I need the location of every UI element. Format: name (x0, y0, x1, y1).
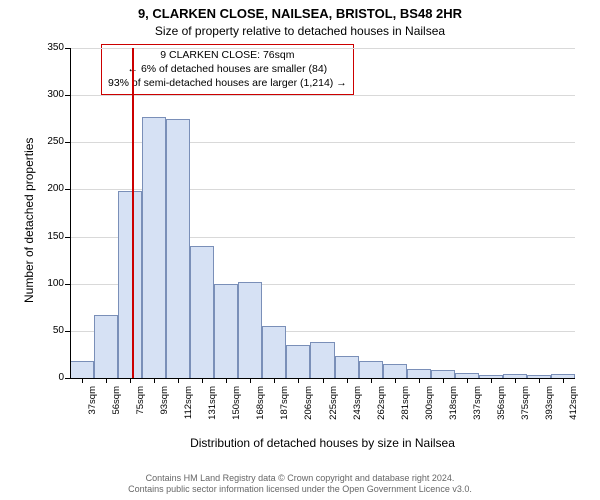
y-tick-label: 250 (36, 136, 64, 147)
bar (262, 326, 286, 378)
chart-title-main: 9, CLARKEN CLOSE, NAILSEA, BRISTOL, BS48… (0, 6, 600, 21)
marker-line (132, 48, 134, 378)
x-tick-label: 168sqm (255, 386, 266, 426)
x-tick-label: 300sqm (424, 386, 435, 426)
y-tick-label: 150 (36, 231, 64, 242)
bar (335, 356, 359, 378)
bar (118, 191, 142, 378)
y-tick-label: 50 (36, 325, 64, 336)
x-tick-label: 131sqm (207, 386, 218, 426)
bar (70, 361, 94, 378)
x-tick-label: 206sqm (303, 386, 314, 426)
x-tick-label: 112sqm (183, 386, 194, 426)
x-tick-label: 318sqm (448, 386, 459, 426)
bar (94, 315, 118, 378)
x-tick-label: 75sqm (135, 386, 146, 426)
x-tick-label: 393sqm (544, 386, 555, 426)
y-tick-label: 100 (36, 278, 64, 289)
grid-line (70, 95, 575, 96)
x-tick-label: 93sqm (159, 386, 170, 426)
footer-line-2: Contains public sector information licen… (0, 484, 600, 496)
bar (383, 364, 407, 378)
bar (310, 342, 334, 378)
plot-area: 05010015020025030035037sqm56sqm75sqm93sq… (70, 48, 575, 378)
x-tick-label: 281sqm (400, 386, 411, 426)
bar (190, 246, 214, 378)
y-axis-label: Number of detached properties (22, 138, 36, 303)
y-axis-line (70, 48, 71, 378)
bar (142, 117, 166, 378)
bar (214, 284, 238, 378)
footer-line-1: Contains HM Land Registry data © Crown c… (0, 473, 600, 485)
grid-line (70, 48, 575, 49)
y-tick-label: 200 (36, 183, 64, 194)
y-tick-label: 300 (36, 89, 64, 100)
y-tick-label: 350 (36, 42, 64, 53)
bar (286, 345, 310, 378)
x-tick-label: 150sqm (231, 386, 242, 426)
x-axis-label: Distribution of detached houses by size … (70, 436, 575, 450)
x-tick-label: 337sqm (472, 386, 483, 426)
chart-title-sub: Size of property relative to detached ho… (0, 24, 600, 38)
bar (359, 361, 383, 378)
footer: Contains HM Land Registry data © Crown c… (0, 473, 600, 496)
y-tick-label: 0 (36, 372, 64, 383)
x-tick-label: 375sqm (520, 386, 531, 426)
x-axis-line (70, 378, 575, 379)
bar (166, 119, 190, 378)
x-tick-label: 37sqm (87, 386, 98, 426)
x-tick-label: 56sqm (111, 386, 122, 426)
bar (431, 370, 455, 378)
x-tick-label: 243sqm (352, 386, 363, 426)
bar (407, 369, 431, 378)
x-tick-label: 262sqm (376, 386, 387, 426)
x-tick-label: 356sqm (496, 386, 507, 426)
x-tick-label: 412sqm (568, 386, 579, 426)
x-tick-label: 187sqm (279, 386, 290, 426)
bar (238, 282, 262, 378)
x-tick-label: 225sqm (328, 386, 339, 426)
